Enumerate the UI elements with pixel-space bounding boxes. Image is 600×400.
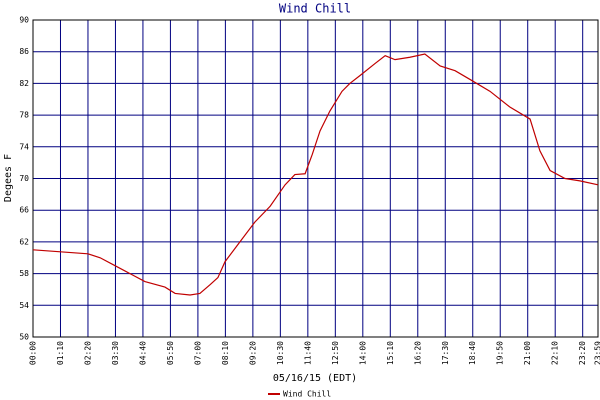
y-tick-label: 86 — [19, 47, 29, 56]
x-tick-label: 23:20 — [578, 341, 587, 365]
plot-border — [32, 19, 599, 338]
y-tick-label: 58 — [19, 269, 29, 278]
x-tick-label: 21:00 — [523, 341, 532, 365]
x-tick-label: 14:00 — [358, 341, 367, 365]
y-tick-label: 70 — [19, 174, 29, 183]
x-tick-label: 11:40 — [303, 341, 312, 365]
x-tick-label: 19:50 — [496, 341, 505, 365]
x-tick-label: 04:40 — [138, 341, 147, 365]
chart-title: Wind Chill — [279, 2, 351, 16]
data-line — [32, 53, 599, 296]
x-tick-label: 18:40 — [468, 341, 477, 365]
x-tick-label: 12:50 — [331, 341, 340, 365]
y-axis-label: Degees F — [3, 154, 14, 202]
x-tick-label: 08:10 — [221, 341, 230, 365]
legend-label: Wind Chill — [283, 390, 331, 399]
y-tick-label: 82 — [19, 79, 29, 88]
x-tick-label: 07:00 — [193, 341, 202, 365]
x-axis-label: 05/16/15 (EDT) — [273, 373, 357, 384]
x-tick-label: 01:10 — [56, 341, 65, 365]
x-tick-label: 22:10 — [551, 341, 560, 365]
y-tick-label: 90 — [19, 16, 29, 25]
x-tick-label: 23:59 — [594, 341, 600, 365]
y-tick-label: 50 — [19, 333, 29, 342]
x-tick-label: 09:20 — [248, 341, 257, 365]
x-tick-label: 17:30 — [441, 341, 450, 365]
y-tick-label: 62 — [19, 237, 29, 246]
x-tick-label: 05:50 — [166, 341, 175, 365]
x-tick-label: 03:30 — [111, 341, 120, 365]
x-tick-label: 00:00 — [29, 341, 38, 365]
y-tick-label: 54 — [19, 301, 29, 310]
x-tick-label: 16:20 — [413, 341, 422, 365]
x-tick-label: 10:30 — [276, 341, 285, 365]
y-tick-label: 78 — [19, 111, 29, 120]
x-tick-label: 02:20 — [83, 341, 92, 365]
x-tick-label: 15:10 — [386, 341, 395, 365]
y-tick-label: 66 — [19, 206, 29, 215]
y-tick-label: 74 — [19, 142, 29, 151]
